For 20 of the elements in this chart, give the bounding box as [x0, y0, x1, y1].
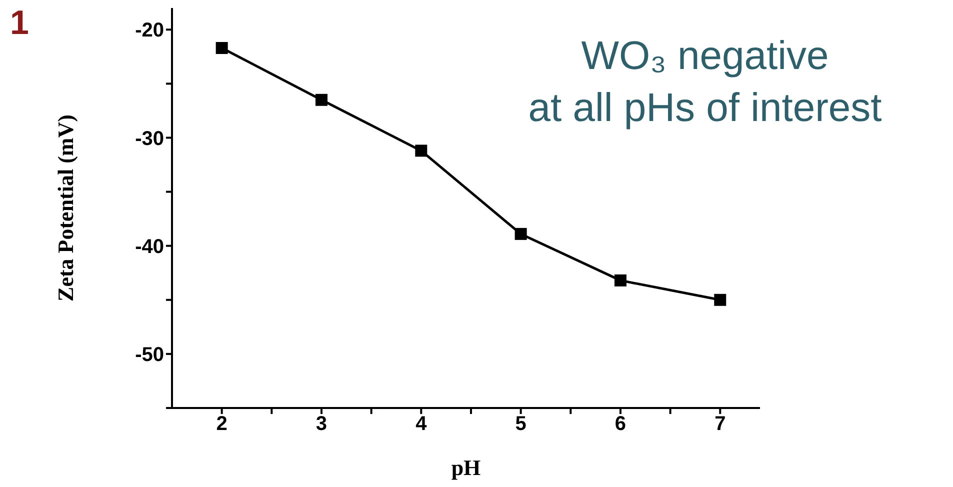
point	[514, 228, 527, 240]
x-tick-label: 4	[416, 413, 428, 436]
x-tick-label: 7	[714, 413, 726, 436]
point	[216, 42, 228, 54]
point	[714, 294, 726, 306]
point	[415, 144, 428, 157]
x-axis-title: pH	[451, 455, 481, 480]
point	[315, 94, 328, 106]
x-tick-label: 3	[316, 413, 328, 436]
annotation: WO₃ negative at all pHs of interest	[527, 33, 883, 132]
point	[614, 274, 626, 286]
y-tick-label: -20	[135, 20, 164, 42]
x-tick-label: 6	[614, 413, 626, 436]
y-tick-label: -30	[135, 128, 164, 150]
y-tick-label: -50	[135, 344, 164, 366]
text: 1	[10, 4, 29, 43]
y-axis-title: Zeta Potential (mV)	[52, 114, 78, 302]
x-tick-label: 5	[515, 413, 526, 436]
y-tick-label: -40	[135, 236, 164, 258]
x-tick-label: 2	[216, 413, 228, 436]
